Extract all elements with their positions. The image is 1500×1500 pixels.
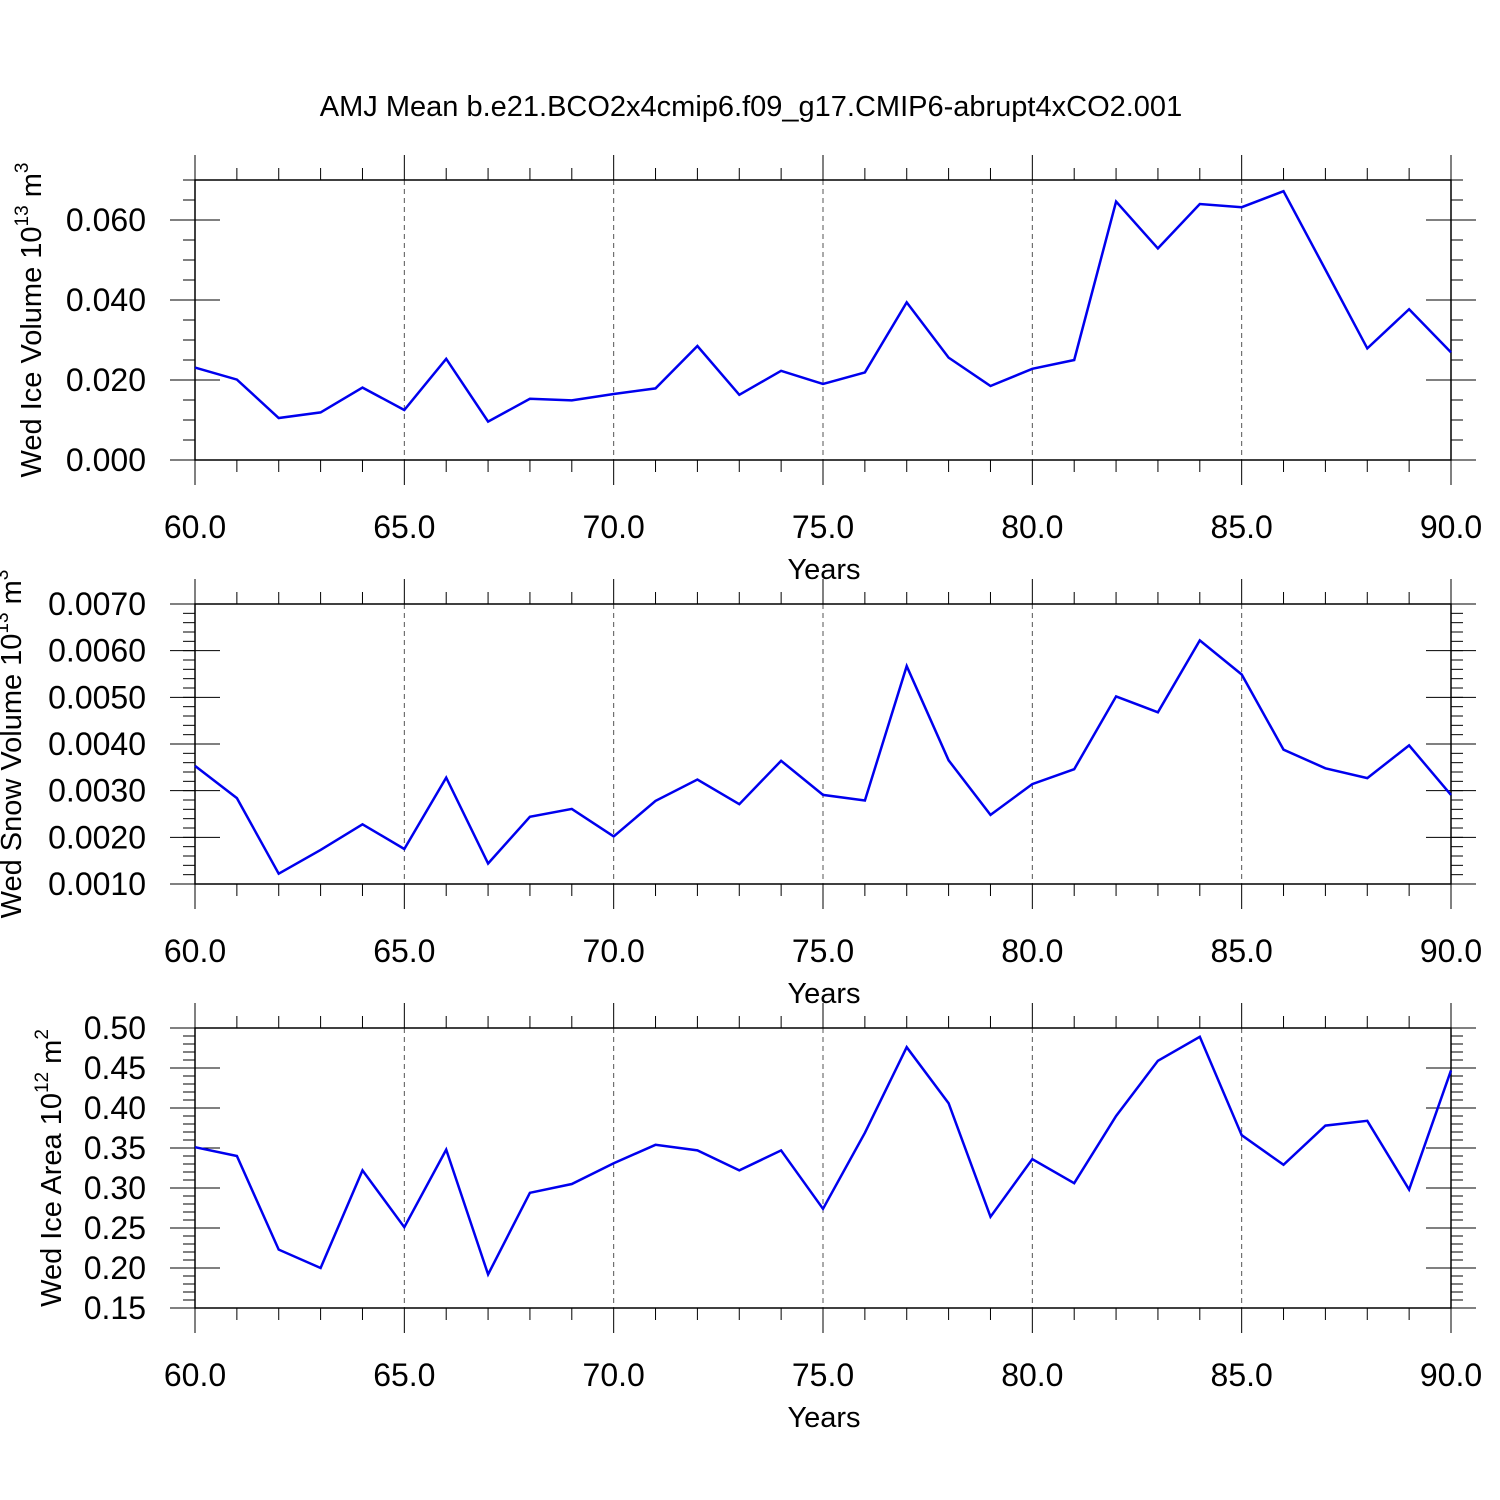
x-tick-label: 80.0: [1001, 509, 1063, 545]
y-tick-label: 0.0070: [48, 586, 146, 622]
x-tick-label: 90.0: [1420, 933, 1482, 969]
x-tick-label: 60.0: [164, 933, 226, 969]
x-axis-label: Years: [787, 978, 860, 1010]
data-series-line: [194, 189, 1452, 424]
data-series-line: [194, 638, 1452, 876]
x-tick-label: 80.0: [1001, 1357, 1063, 1393]
x-axis-label: Years: [787, 1402, 860, 1434]
y-tick-label: 0.0010: [48, 866, 146, 902]
y-tick-label: 0.040: [66, 282, 146, 318]
y-tick-label: 0.50: [84, 1010, 146, 1046]
y-tick-label: 0.0020: [48, 819, 146, 855]
y-tick-label: 0.0040: [48, 726, 146, 762]
x-tick-label: 85.0: [1211, 933, 1273, 969]
panel-1: 0.000 0.020 0.040 0.060 60.0 65.0 70.0 75.0 80.0…: [12, 155, 1482, 586]
x-tick-label: 70.0: [583, 933, 645, 969]
x-tick-label: 65.0: [373, 1357, 435, 1393]
y-tick-label: 0.15: [84, 1290, 146, 1326]
x-tick-label: 75.0: [792, 509, 854, 545]
x-axis-label: Years: [787, 554, 860, 586]
x-tick-label: 85.0: [1211, 1357, 1273, 1393]
panel-3: 0.15 0.20 0.25 0.30 0.35 0.40 0.45 0.50 60.0 65.0…: [32, 1003, 1482, 1434]
x-tick-label: 60.0: [164, 509, 226, 545]
y-tick-label: 0.0060: [48, 633, 146, 669]
x-tick-label: 70.0: [583, 509, 645, 545]
y-tick-label: 0.000: [66, 442, 146, 478]
y-axis-label: Wed Ice Volume 1013 m3: [12, 163, 48, 478]
y-tick-label: 0.0050: [48, 679, 146, 715]
y-tick-label: 0.20: [84, 1250, 146, 1286]
x-tick-label: 90.0: [1420, 509, 1482, 545]
x-tick-label: 65.0: [373, 933, 435, 969]
figure-title: AMJ Mean b.e21.BCO2x4cmip6.f09_g17.CMIP6…: [320, 91, 1182, 123]
y-tick-label: 0.0030: [48, 773, 146, 809]
y-tick-label: 0.45: [84, 1050, 146, 1086]
panel-2: 0.0010 0.0020 0.0030 0.0040 0.0050 0.0060 0.00…: [0, 570, 1482, 1010]
y-tick-label: 0.020: [66, 362, 146, 398]
data-series-line: [194, 1035, 1453, 1278]
x-tick-label: 70.0: [583, 1357, 645, 1393]
y-tick-label: 0.25: [84, 1210, 146, 1246]
y-axis-label: Wed Ice Area 1012 m2: [32, 1029, 68, 1307]
y-tick-label: 0.35: [84, 1130, 146, 1166]
x-tick-label: 75.0: [792, 933, 854, 969]
y-axis-label: Wed Snow Volume 1013 m3: [0, 570, 28, 919]
x-tick-label: 75.0: [792, 1357, 854, 1393]
y-tick-label: 0.060: [66, 202, 146, 238]
x-tick-label: 90.0: [1420, 1357, 1482, 1393]
panels: 0.000 0.020 0.040 0.060 60.0 65.0 70.0 75.0 80.0…: [0, 155, 1482, 1434]
x-tick-label: 80.0: [1001, 933, 1063, 969]
x-tick-label: 85.0: [1211, 509, 1273, 545]
x-tick-label: 60.0: [164, 1357, 226, 1393]
y-tick-label: 0.40: [84, 1090, 146, 1126]
x-tick-label: 65.0: [373, 509, 435, 545]
y-tick-label: 0.30: [84, 1170, 146, 1206]
